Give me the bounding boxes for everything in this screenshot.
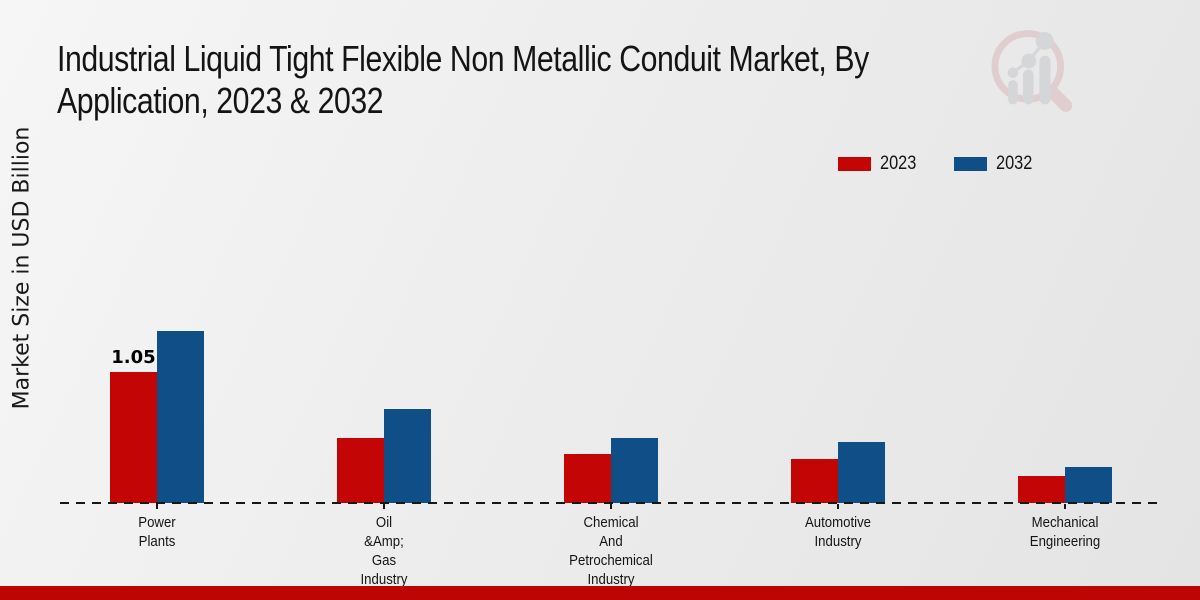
legend-label-2032: 2032 bbox=[996, 153, 1033, 174]
category-label-automotive-industry: Automotive Industry bbox=[804, 514, 872, 550]
category-label-oil-&amp;-gas-industry: Oil &Amp; Gas Industry bbox=[360, 514, 408, 588]
x-axis-tick bbox=[383, 504, 385, 509]
footer-red-strip bbox=[0, 586, 1200, 600]
x-axis-baseline bbox=[60, 502, 1160, 504]
bar-2023-mechanical-engineering bbox=[1018, 476, 1065, 503]
x-axis-tick bbox=[610, 504, 612, 509]
x-axis-tick bbox=[156, 504, 158, 509]
bar-2023-oil-&amp;-gas-industry bbox=[337, 438, 384, 503]
bar-2023-automotive-industry bbox=[791, 459, 838, 503]
chart-title-line2: Application, 2023 & 2032 bbox=[57, 80, 384, 121]
x-axis-tick bbox=[1064, 504, 1066, 509]
legend-swatch-2032 bbox=[954, 157, 988, 171]
chart-title-line1: Industrial Liquid Tight Flexible Non Met… bbox=[57, 38, 869, 79]
category-label-chemical-and-petrochemical-industry: Chemical And Petrochemical Industry bbox=[569, 514, 653, 588]
bar-2032-power-plants bbox=[157, 331, 204, 503]
legend-label-2023: 2023 bbox=[880, 153, 917, 174]
category-label-power-plants: Power Plants bbox=[138, 514, 176, 550]
bar-2032-oil-&amp;-gas-industry bbox=[384, 409, 431, 503]
legend: 2023 2032 bbox=[838, 153, 1039, 175]
bar-2023-chemical-and-petrochemical-industry bbox=[564, 454, 611, 503]
magnifier-chart-logo-icon bbox=[991, 30, 1073, 112]
bar-2032-automotive-industry bbox=[838, 442, 885, 503]
legend-swatch-2023 bbox=[838, 157, 871, 171]
legend-item-2032: 2032 bbox=[954, 153, 1038, 175]
legend-item-2023: 2023 bbox=[838, 153, 922, 175]
x-axis-tick bbox=[837, 504, 839, 509]
bar-value-label-2023: 1.05 bbox=[111, 347, 156, 368]
chart-title: Industrial Liquid Tight Flexible Non Met… bbox=[57, 38, 1031, 122]
bar-2032-mechanical-engineering bbox=[1065, 467, 1112, 503]
bar-2023-power-plants bbox=[110, 372, 157, 503]
category-label-mechanical-engineering: Mechanical Engineering bbox=[1029, 514, 1101, 550]
bar-2032-chemical-and-petrochemical-industry bbox=[611, 438, 658, 503]
